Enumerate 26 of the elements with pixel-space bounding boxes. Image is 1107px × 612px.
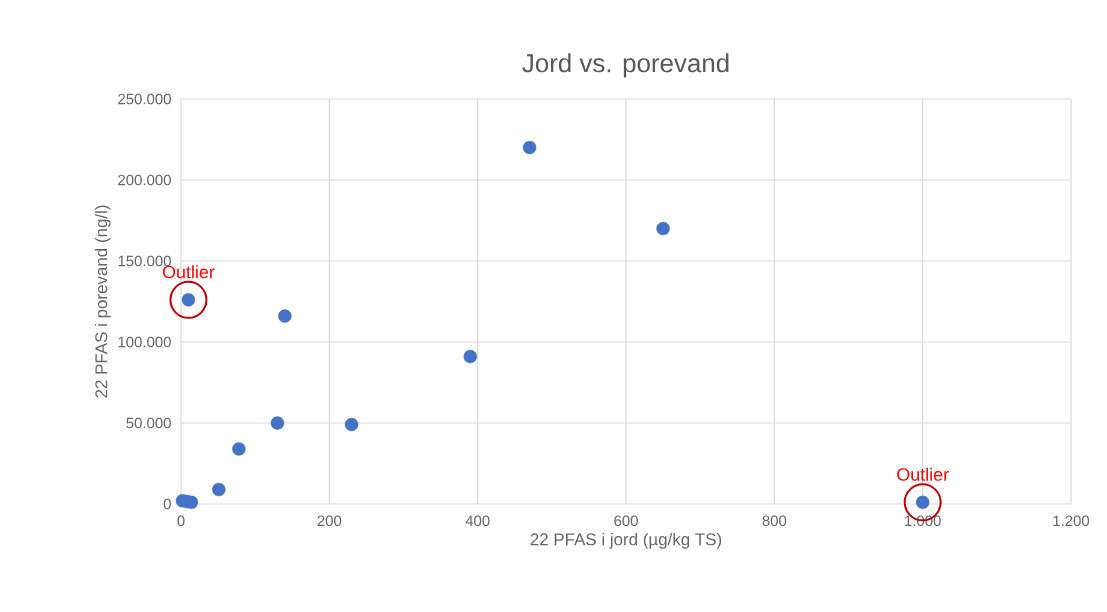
point (232, 442, 246, 456)
x-tick-label: 200 (317, 515, 342, 527)
point (522, 140, 537, 155)
x-axis-title: 22 PFAS i jord (µg/kg TS) (530, 532, 722, 549)
point (344, 417, 359, 432)
point (656, 221, 670, 236)
x-tick-label: 1.000 (905, 515, 941, 527)
y-tick-label: 100.000 (118, 336, 171, 348)
x-tick-label: 0 (177, 515, 185, 527)
x-tick-label: 400 (465, 515, 490, 527)
y-tick-label: 150.000 (118, 255, 171, 267)
y-tick-label: 250.000 (118, 93, 171, 105)
y-tick-label: 200.000 (118, 174, 171, 186)
y-axis-title: 22 PFAS i porevand (ng/l) (94, 205, 111, 398)
point (270, 416, 285, 430)
chart-title: Jord vs. porevand (522, 53, 729, 78)
x-tick-label: 800 (762, 515, 787, 527)
y-tick-label: 50.000 (126, 417, 171, 429)
x-tick-label: 1.200 (1053, 515, 1090, 527)
point (463, 349, 477, 364)
annotation: Outlier (897, 467, 949, 481)
point (278, 309, 292, 323)
y-tick-label: 0 (163, 498, 171, 510)
annotation: Outlier (162, 265, 215, 279)
x-tick-label: 600 (614, 515, 638, 527)
point (212, 482, 226, 497)
